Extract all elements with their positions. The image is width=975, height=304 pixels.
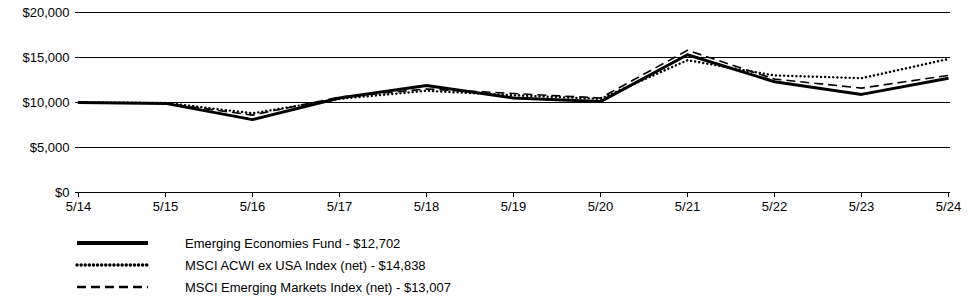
svg-text:5/18: 5/18: [414, 199, 439, 214]
svg-text:$15,000: $15,000: [23, 50, 70, 65]
svg-text:5/14: 5/14: [66, 199, 91, 214]
svg-text:$5,000: $5,000: [30, 140, 70, 155]
html-text:Emerging Economies Fund - $12,: Emerging Economies Fund - $12,702: [185, 235, 401, 251]
svg-text:5/15: 5/15: [153, 199, 178, 214]
svg-text:$20,000: $20,000: [23, 5, 70, 20]
html-text:MSCI Emerging Markets Index (n: MSCI Emerging Markets Index (net) - $13,…: [185, 279, 451, 295]
svg-text:5/16: 5/16: [240, 199, 265, 214]
svg-text:5/23: 5/23: [849, 199, 874, 214]
svg-text:5/24: 5/24: [936, 199, 961, 214]
svg-text:5/19: 5/19: [501, 199, 526, 214]
svg-text:$0: $0: [55, 185, 69, 200]
svg-text:5/22: 5/22: [762, 199, 787, 214]
svg-text:$10,000: $10,000: [23, 95, 70, 110]
svg-text:5/21: 5/21: [675, 199, 700, 214]
svg-text:5/20: 5/20: [588, 199, 613, 214]
html-text:MSCI ACWI ex USA Index (net) -: MSCI ACWI ex USA Index (net) - $14,838: [185, 257, 426, 273]
svg-text:5/17: 5/17: [327, 199, 352, 214]
